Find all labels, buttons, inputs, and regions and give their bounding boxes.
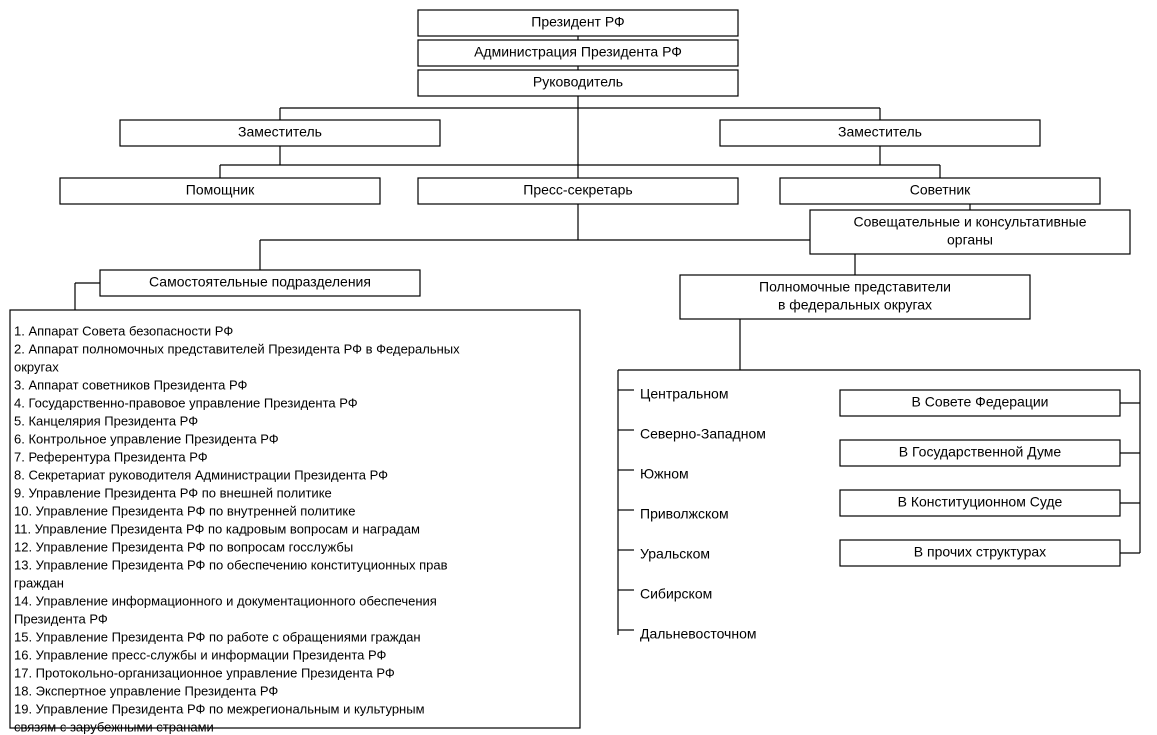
node-administration: Администрация Президента РФ [418,40,738,66]
subdivision-item: 6. Контрольное управление Президента РФ [14,432,279,447]
subdivision-item: 3. Аппарат советников Президента РФ [14,378,247,393]
district-item: Дальневосточном [640,626,756,642]
district-item: Приволжском [640,506,729,522]
subdivision-item: граждан [14,576,64,591]
node-label: Президент РФ [531,14,624,30]
subdivision-item: Президента РФ [14,612,108,627]
node-label: Советник [910,182,971,198]
district-item: Сибирском [640,586,712,602]
node-assistant: Помощник [60,178,380,204]
subdivision-item: округах [14,360,59,375]
node-label: В Совете Федерации [912,394,1049,410]
node-label: Самостоятельные подразделения [149,274,371,290]
subdivision-item: 8. Секретариат руководителя Администраци… [14,468,388,483]
node-label: Заместитель [838,124,922,140]
node-label: Пресс-секретарь [523,182,632,198]
subdivision-item: 4. Государственно-правовое управление Пр… [14,396,358,411]
node-label: В Конституционном Суде [898,494,1063,510]
district-item: Центральном [640,386,728,402]
node-label: в федеральных округах [778,297,932,313]
node-deputy_left: Заместитель [120,120,440,146]
subdivision-item: 9. Управление Президента РФ по внешней п… [14,486,332,501]
subdivision-item: 14. Управление информационного и докумен… [14,594,437,609]
node-subdivisions: Самостоятельные подразделения [100,270,420,296]
subdivision-item: 17. Протокольно-организационное управлен… [14,666,395,681]
subdivision-item: 18. Экспертное управление Президента РФ [14,684,278,699]
node-label: Руководитель [533,74,623,90]
subdivision-item: 5. Канцелярия Президента РФ [14,414,198,429]
node-label: Помощник [186,182,255,198]
subdivision-item: 19. Управление Президента РФ по межрегио… [14,702,425,717]
node-label: Полномочные представители [759,279,951,295]
node-other: В прочих структурах [840,540,1120,566]
node-fed_council: В Совете Федерации [840,390,1120,416]
district-item: Северно-Западном [640,426,766,442]
node-label: Администрация Президента РФ [474,44,682,60]
node-konst: В Конституционном Суде [840,490,1120,516]
node-label: В прочих структурах [914,544,1046,560]
subdivision-item: 12. Управление Президента РФ по вопросам… [14,540,353,555]
node-label: Заместитель [238,124,322,140]
subdivision-item: связям с зарубежными странами [14,720,214,735]
subdivision-item: 13. Управление Президента РФ по обеспече… [14,558,448,573]
node-head: Руководитель [418,70,738,96]
node-gosduma: В Государственной Думе [840,440,1120,466]
node-press: Пресс-секретарь [418,178,738,204]
node-deputy_right: Заместитель [720,120,1040,146]
subdivision-item: 11. Управление Президента РФ по кадровым… [14,522,420,537]
subdivision-item: 7. Референтура Президента РФ [14,450,208,465]
subdivision-item: 10. Управление Президента РФ по внутренн… [14,504,355,519]
node-label: В Государственной Думе [899,444,1062,460]
node-consult: Совещательные и консультативные органы [810,210,1130,254]
node-advisor: Советник [780,178,1100,204]
district-item: Уральском [640,546,710,562]
node-label: Совещательные и консультативные [853,214,1086,230]
subdivision-item: 15. Управление Президента РФ по работе с… [14,630,421,645]
subdivision-item: 2. Аппарат полномочных представителей Пр… [14,342,460,357]
org-chart-diagram: Президент РФ Администрация Президента РФ Р… [0,0,1157,735]
subdivision-item: 16. Управление пресс-службы и информации… [14,648,386,663]
subdivision-item: 1. Аппарат Совета безопасности РФ [14,324,233,339]
node-president: Президент РФ [418,10,738,36]
node-label: органы [947,232,993,248]
district-item: Южном [640,466,689,482]
node-plenipotent: Полномочные представители в федеральных о… [680,275,1030,319]
